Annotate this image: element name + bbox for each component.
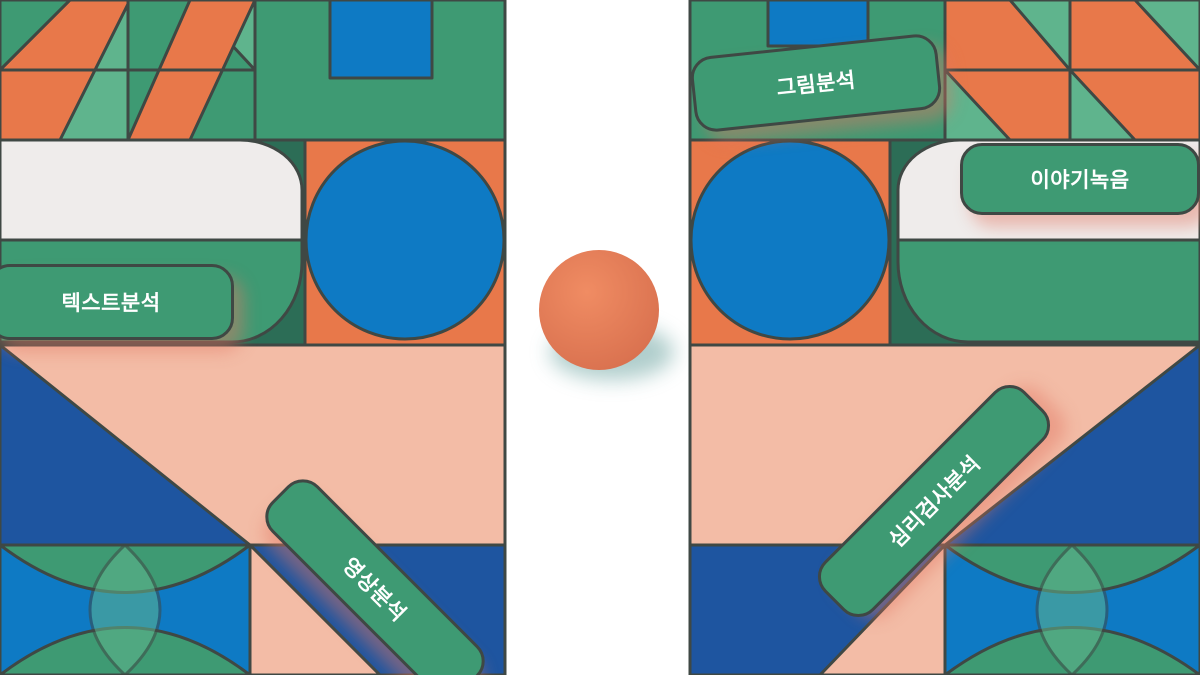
story-recording-tag[interactable]: 이야기녹음 (960, 143, 1200, 215)
drawing-analysis-label: 그림분석 (775, 67, 857, 101)
story-recording-label: 이야기녹음 (1030, 168, 1130, 192)
text-analysis-label: 텍스트분석 (61, 291, 161, 315)
orange-ball (539, 250, 659, 370)
text-analysis-tag[interactable]: 텍스트분석 (0, 264, 234, 340)
